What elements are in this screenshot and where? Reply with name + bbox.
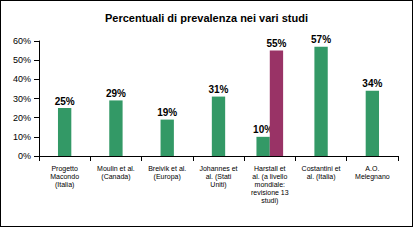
svg-text:Macondo: Macondo <box>50 173 79 180</box>
svg-text:57%: 57% <box>311 34 331 45</box>
svg-text:A.O.: A.O. <box>365 165 379 172</box>
svg-text:31%: 31% <box>208 84 228 95</box>
svg-text:Moulin et al.: Moulin et al. <box>97 165 135 172</box>
svg-text:10%: 10% <box>253 124 274 136</box>
svg-text:20%: 20% <box>13 113 31 123</box>
svg-text:al. (Italia): al. (Italia) <box>307 173 336 181</box>
svg-text:0%: 0% <box>18 151 31 161</box>
svg-text:Costantini et: Costantini et <box>302 165 341 172</box>
svg-text:(Europa): (Europa) <box>154 173 181 181</box>
svg-text:34%: 34% <box>362 78 382 89</box>
svg-text:Harstall et: Harstall et <box>254 165 286 172</box>
svg-text:mondiale:: mondiale: <box>255 181 285 188</box>
svg-text:Uniti): Uniti) <box>210 181 226 189</box>
svg-text:29%: 29% <box>106 88 126 99</box>
svg-text:Progetto: Progetto <box>51 165 78 173</box>
svg-text:Breivik et al.: Breivik et al. <box>148 165 186 172</box>
svg-text:studi): studi) <box>261 197 278 205</box>
svg-text:al. (Stati: al. (Stati <box>206 173 232 181</box>
svg-text:55%: 55% <box>266 38 286 49</box>
svg-text:30%: 30% <box>13 94 31 104</box>
svg-text:Melegnano: Melegnano <box>355 173 390 181</box>
svg-text:(Canada): (Canada) <box>101 173 130 181</box>
svg-text:revisione 13: revisione 13 <box>251 189 289 196</box>
svg-text:Johannes et: Johannes et <box>199 165 237 172</box>
svg-text:(Italia): (Italia) <box>55 181 74 189</box>
svg-text:10%: 10% <box>13 132 31 142</box>
svg-text:50%: 50% <box>13 55 31 65</box>
svg-text:40%: 40% <box>13 74 31 84</box>
svg-text:19%: 19% <box>157 107 177 118</box>
svg-text:60%: 60% <box>13 36 31 46</box>
svg-text:al. (a livello: al. (a livello <box>252 173 287 181</box>
svg-text:Percentuali di prevalenza nei: Percentuali di prevalenza nei vari studi <box>105 12 308 24</box>
svg-text:25%: 25% <box>55 96 75 107</box>
